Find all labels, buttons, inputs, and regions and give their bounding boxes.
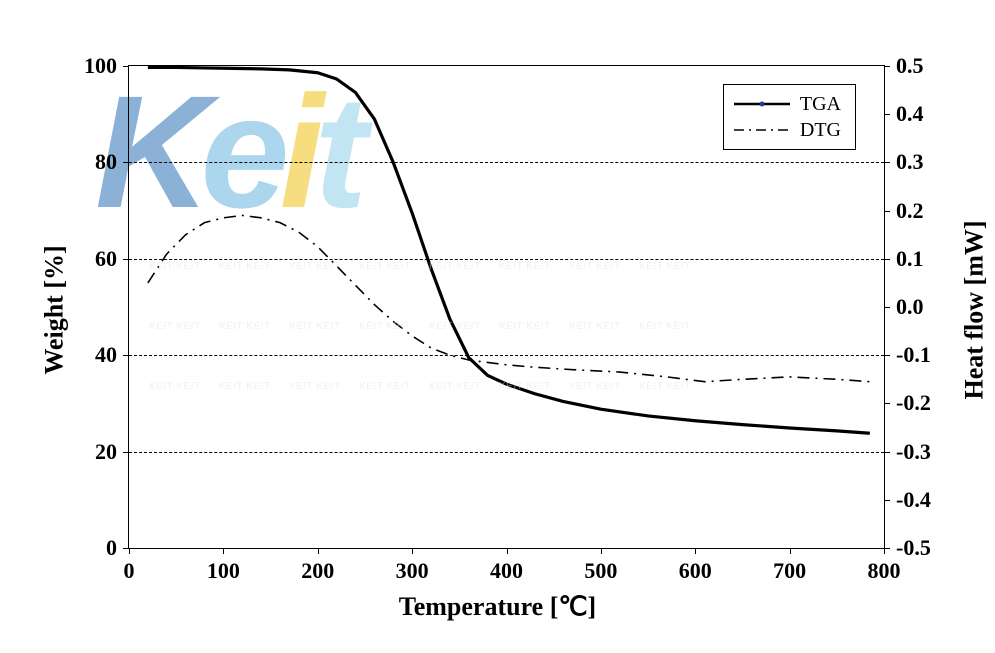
y-left-tick [123,355,129,356]
gridline [129,259,884,260]
y-left-tick [123,162,129,163]
legend: TGA DTG [723,84,856,150]
y-right-tick [884,211,890,212]
y-right-tick [884,403,890,404]
y-right-tick [884,66,890,67]
y-right-tick-label: -0.1 [896,342,931,368]
y-right-tick-label: -0.3 [896,439,931,465]
gridline [129,452,884,453]
gridline [129,162,884,163]
gridline [129,355,884,356]
x-tick-label: 100 [207,558,240,584]
y-axis-right-title: Heat flow [mW] [960,220,990,399]
y-axis-left-title: Weight [%] [40,245,70,374]
y-right-tick-label: 0.3 [896,149,924,175]
y-left-tick-label: 40 [95,342,117,368]
legend-swatch-tga [734,94,790,114]
x-tick [223,548,224,554]
chart-container: Keit TGA DTG 010020030040050060070080002… [0,0,995,653]
y-right-tick [884,162,890,163]
x-tick-label: 0 [124,558,135,584]
legend-label-tga: TGA [800,93,841,116]
x-tick [412,548,413,554]
x-tick [790,548,791,554]
legend-item-tga: TGA [734,91,841,117]
y-left-tick-label: 0 [106,535,117,561]
x-tick-label: 700 [773,558,806,584]
x-axis-title: Temperature [℃] [399,592,596,622]
y-left-tick [123,548,129,549]
x-tick-label: 300 [396,558,429,584]
y-right-tick [884,548,890,549]
y-right-tick-label: -0.5 [896,535,931,561]
y-left-tick [123,452,129,453]
legend-swatch-dtg [734,120,790,140]
y-right-tick-label: -0.4 [896,487,931,513]
x-tick-label: 400 [490,558,523,584]
y-right-tick [884,355,890,356]
y-right-tick [884,452,890,453]
y-right-tick-label: 0.1 [896,246,924,272]
plot-area: TGA DTG 01002003004005006007008000204060… [128,65,885,549]
y-left-tick-label: 100 [84,53,117,79]
y-left-tick-label: 80 [95,149,117,175]
y-right-tick [884,259,890,260]
legend-item-dtg: DTG [734,117,841,143]
y-right-tick-label: 0.0 [896,294,924,320]
x-tick [507,548,508,554]
y-left-tick [123,259,129,260]
y-right-tick [884,114,890,115]
y-right-tick-label: 0.5 [896,53,924,79]
x-tick-label: 500 [584,558,617,584]
y-left-tick-label: 60 [95,246,117,272]
y-right-tick-label: 0.4 [896,101,924,127]
x-tick-label: 200 [301,558,334,584]
y-right-tick-label: 0.2 [896,198,924,224]
x-tick-label: 600 [679,558,712,584]
x-tick [129,548,130,554]
y-right-tick [884,307,890,308]
y-right-tick [884,500,890,501]
series-dtg [148,215,870,381]
x-tick [318,548,319,554]
x-tick [601,548,602,554]
x-tick-label: 800 [868,558,901,584]
legend-label-dtg: DTG [800,119,841,142]
y-left-tick [123,66,129,67]
y-left-tick-label: 20 [95,439,117,465]
x-tick [695,548,696,554]
y-right-tick-label: -0.2 [896,390,931,416]
